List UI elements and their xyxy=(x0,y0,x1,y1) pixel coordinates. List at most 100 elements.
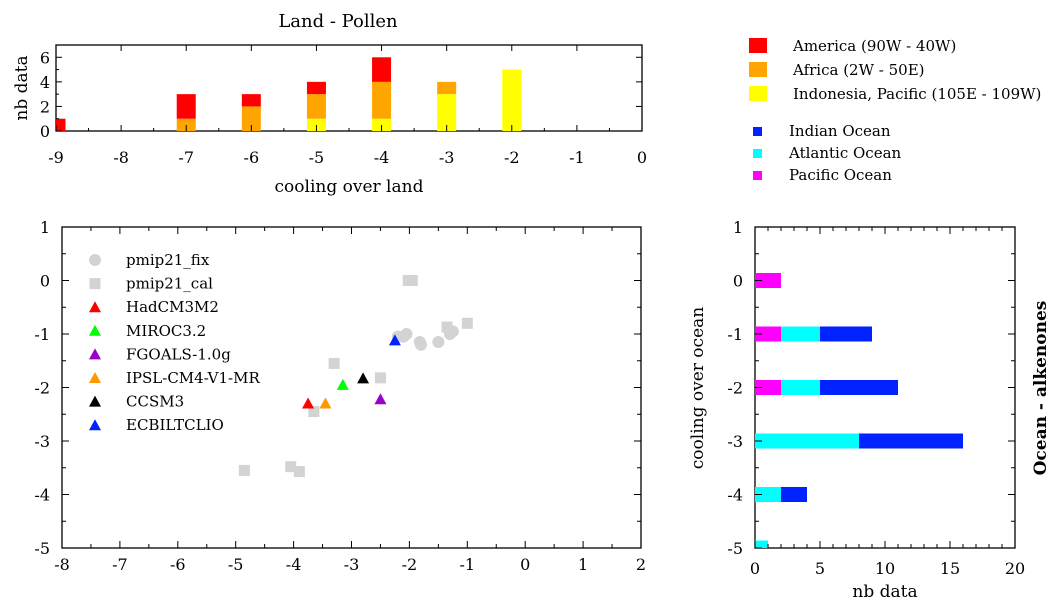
legend-label-scatter: pmip21_cal xyxy=(126,275,213,293)
legend-label-scatter: MIROC3.2 xyxy=(126,322,206,340)
legend-marker-scatter xyxy=(89,278,101,290)
y-tick-label: -1 xyxy=(34,325,50,344)
x-tick-label: -7 xyxy=(112,555,128,574)
legend-swatch-ocean xyxy=(753,127,762,136)
bar-pollen--6-2 xyxy=(241,94,261,107)
bar-alkenones--1-2 xyxy=(820,326,872,342)
y-axis-label-pollen: nb data xyxy=(12,55,32,120)
y-tick-label: -3 xyxy=(34,432,50,451)
x-tick-label: -6 xyxy=(244,148,260,167)
x-tick-label: -4 xyxy=(374,148,390,167)
legend-swatch-ocean xyxy=(753,171,762,180)
bars-pollen xyxy=(56,57,522,131)
bar-pollen--4-2 xyxy=(372,57,392,82)
point-miroc3-2 xyxy=(336,378,349,390)
y-axis-label-alkenones: cooling over ocean xyxy=(688,307,708,469)
legend-label-ocean: Indian Ocean xyxy=(789,122,891,140)
y-tick-label: 1 xyxy=(40,218,50,237)
bar-pollen--6-1 xyxy=(241,106,261,131)
bar-pollen--4-0 xyxy=(372,118,392,131)
y-tick-label: 0 xyxy=(40,122,50,141)
x-tick-label: -5 xyxy=(309,148,325,167)
point-pmip21-cal xyxy=(328,357,340,369)
legend-scatter: pmip21_fix pmip21_cal HadCM3M2 MIROC3.2 FGOA… xyxy=(89,251,260,434)
legend-marker-scatter xyxy=(89,348,101,360)
y-tick-label: -1 xyxy=(727,325,743,344)
x-axis-label-pollen: cooling over land xyxy=(275,177,424,197)
x-tick-label: 15 xyxy=(940,559,960,578)
x-tick-label: -1 xyxy=(569,148,585,167)
y-tick-label: 1 xyxy=(733,218,743,237)
bar-pollen--2-0 xyxy=(502,69,522,131)
point-ecbiltclio xyxy=(388,334,401,346)
bar-pollen--5-2 xyxy=(306,81,326,95)
x-tick-label: -4 xyxy=(286,555,302,574)
x-tick-label: -2 xyxy=(504,148,520,167)
bar-pollen--5-0 xyxy=(306,118,326,131)
legend-swatch-land xyxy=(749,86,767,101)
x-tick-label: -7 xyxy=(178,148,194,167)
x-tick-label: 2 xyxy=(636,555,646,574)
legend-label-land: America (90W - 40W) xyxy=(792,37,956,55)
x-tick-label: 0 xyxy=(520,555,530,574)
x-tick-label: 20 xyxy=(1005,559,1025,578)
y-tick-label: -4 xyxy=(34,486,50,505)
point-pmip21-fix xyxy=(413,336,426,349)
y-tick-label: 6 xyxy=(40,48,50,67)
bar-pollen--5-1 xyxy=(306,94,326,119)
x-tick-label: 5 xyxy=(815,559,825,578)
x-tick-label: 10 xyxy=(875,559,895,578)
legend-marker-scatter xyxy=(89,324,101,336)
point-hadcm3m2 xyxy=(302,397,315,409)
bar-pollen--4-1 xyxy=(372,81,392,119)
x-tick-label: -6 xyxy=(170,555,186,574)
pollen-histogram: Land - Pollen -9 -8 -7 -6 -5 -4 -3 -2 -1 0 0 2 4 6 co… xyxy=(12,11,647,197)
x-tick-label: 0 xyxy=(637,148,647,167)
bar-alkenones--3-1 xyxy=(755,433,859,449)
legend-swatch-land xyxy=(749,38,767,53)
point-pmip21-fix xyxy=(432,336,445,349)
y-tick-label: -5 xyxy=(34,539,50,558)
bar-alkenones--1-1 xyxy=(781,326,820,342)
bar-alkenones--4-2 xyxy=(781,487,807,502)
x-tick-label: -3 xyxy=(439,148,455,167)
legend-label-scatter: IPSL-CM4-V1-MR xyxy=(126,369,260,387)
y-tick-label: -2 xyxy=(34,379,50,398)
legend-label-scatter: FGOALS-1.0g xyxy=(126,345,231,363)
x-tick-label: -5 xyxy=(228,555,244,574)
x-tick-label: 0 xyxy=(750,559,760,578)
bar-alkenones-0-0 xyxy=(755,273,781,288)
bar-alkenones--5-1 xyxy=(755,540,768,548)
x-tick-label: -3 xyxy=(344,555,360,574)
bar-alkenones--2-2 xyxy=(820,380,898,395)
legend-marker-scatter xyxy=(89,301,101,313)
points-scatter xyxy=(238,275,473,477)
x-axis-label-alkenones: nb data xyxy=(852,582,917,602)
legend-marker-scatter xyxy=(89,372,101,383)
x-tick-label: -8 xyxy=(54,555,70,574)
x-tick-label: 1 xyxy=(578,555,588,574)
legend-swatch-land xyxy=(749,62,767,77)
legend-label-ocean: Pacific Ocean xyxy=(789,166,892,184)
point-pmip21-cal xyxy=(308,406,320,418)
legend-label-land: Africa (2W - 50E) xyxy=(792,61,925,79)
axes-pollen: -9 -8 -7 -6 -5 -4 -3 -2 -1 0 0 2 4 6 xyxy=(40,45,647,167)
axes-scatter: -8 -7 -6 -5 -4 -3 -2 -1 0 1 2 1 0 -1 -2 -3 -4 -5 xyxy=(34,218,646,574)
legend-label-scatter: ECBILTCLIO xyxy=(126,416,224,434)
legend-label-scatter: CCSM3 xyxy=(126,393,184,411)
x-tick-label: -8 xyxy=(113,148,129,167)
point-pmip21-cal xyxy=(285,461,297,473)
point-pmip21-cal xyxy=(238,464,250,476)
bar-pollen--3-1 xyxy=(437,81,457,95)
point-pmip21-cal xyxy=(293,465,305,477)
chart-title-alkenones: Ocean - alkenones xyxy=(1031,301,1051,476)
point-pmip21-cal xyxy=(461,317,473,329)
point-fgoals-1-0g xyxy=(374,393,387,405)
y-tick-label: -3 xyxy=(727,432,743,451)
plot-frame-pollen xyxy=(55,44,643,132)
legend-label-land: Indonesia, Pacific (105E - 109W) xyxy=(793,85,1041,103)
bar-alkenones--2-0 xyxy=(755,380,781,395)
